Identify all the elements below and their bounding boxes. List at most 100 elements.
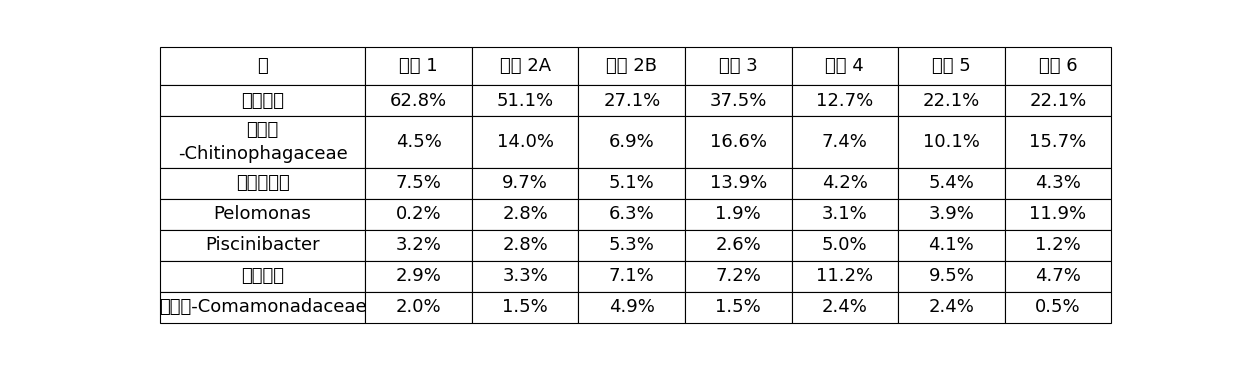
- Text: 阶段 3: 阶段 3: [719, 57, 758, 75]
- Text: 7.5%: 7.5%: [396, 174, 441, 193]
- Text: Pelomonas: Pelomonas: [213, 205, 311, 223]
- Text: 属: 属: [257, 57, 268, 75]
- Bar: [472, 230, 579, 261]
- Text: 22.1%: 22.1%: [923, 92, 980, 110]
- Text: 5.3%: 5.3%: [609, 236, 655, 254]
- Bar: [579, 292, 684, 323]
- Bar: [160, 230, 366, 261]
- Bar: [791, 261, 898, 292]
- Bar: [1004, 85, 1111, 116]
- Bar: [160, 85, 366, 116]
- Text: 5.4%: 5.4%: [929, 174, 975, 193]
- Text: 62.8%: 62.8%: [391, 92, 448, 110]
- Bar: [160, 292, 366, 323]
- Text: 3.1%: 3.1%: [822, 205, 868, 223]
- Text: 3.3%: 3.3%: [502, 268, 548, 285]
- Bar: [898, 261, 1004, 292]
- Bar: [684, 168, 791, 199]
- Text: 未分类-Comamonadaceae: 未分类-Comamonadaceae: [159, 298, 366, 317]
- Bar: [898, 199, 1004, 230]
- Text: 阶段 1: 阶段 1: [399, 57, 438, 75]
- Text: 27.1%: 27.1%: [603, 92, 661, 110]
- Bar: [791, 292, 898, 323]
- Text: 1.9%: 1.9%: [715, 205, 761, 223]
- Bar: [366, 230, 472, 261]
- Bar: [366, 47, 472, 85]
- Bar: [684, 116, 791, 168]
- Bar: [160, 261, 366, 292]
- Text: 13.9%: 13.9%: [709, 174, 766, 193]
- Bar: [791, 168, 898, 199]
- Text: 阶段 4: 阶段 4: [826, 57, 864, 75]
- Text: 10.1%: 10.1%: [923, 133, 980, 151]
- Text: 1.5%: 1.5%: [715, 298, 761, 317]
- Text: 0.2%: 0.2%: [396, 205, 441, 223]
- Text: 阶段 2A: 阶段 2A: [500, 57, 551, 75]
- Bar: [1004, 168, 1111, 199]
- Text: 9.5%: 9.5%: [929, 268, 975, 285]
- Text: 阶段 5: 阶段 5: [932, 57, 971, 75]
- Text: 未分类
-Chitinophagaceae: 未分类 -Chitinophagaceae: [177, 121, 347, 163]
- Bar: [898, 116, 1004, 168]
- Bar: [898, 292, 1004, 323]
- Bar: [791, 116, 898, 168]
- Text: 4.9%: 4.9%: [609, 298, 655, 317]
- Text: 4.5%: 4.5%: [396, 133, 441, 151]
- Text: 5.0%: 5.0%: [822, 236, 868, 254]
- Text: 6.3%: 6.3%: [609, 205, 655, 223]
- Bar: [898, 85, 1004, 116]
- Text: 4.3%: 4.3%: [1035, 174, 1081, 193]
- Text: 4.2%: 4.2%: [822, 174, 868, 193]
- Text: 2.9%: 2.9%: [396, 268, 441, 285]
- Bar: [684, 85, 791, 116]
- Text: 1.2%: 1.2%: [1035, 236, 1081, 254]
- Text: 12.7%: 12.7%: [816, 92, 873, 110]
- Text: 4.7%: 4.7%: [1035, 268, 1081, 285]
- Text: 嗜甲基菌: 嗜甲基菌: [241, 268, 284, 285]
- Text: 2.4%: 2.4%: [929, 298, 975, 317]
- Bar: [366, 261, 472, 292]
- Bar: [579, 116, 684, 168]
- Bar: [160, 47, 366, 85]
- Bar: [898, 168, 1004, 199]
- Bar: [1004, 292, 1111, 323]
- Bar: [579, 261, 684, 292]
- Text: 4.1%: 4.1%: [929, 236, 975, 254]
- Text: Piscinibacter: Piscinibacter: [206, 236, 320, 254]
- Bar: [366, 168, 472, 199]
- Text: 阶段 2B: 阶段 2B: [606, 57, 657, 75]
- Bar: [472, 85, 579, 116]
- Text: 9.7%: 9.7%: [502, 174, 548, 193]
- Bar: [791, 85, 898, 116]
- Bar: [472, 199, 579, 230]
- Bar: [684, 261, 791, 292]
- Text: 3.9%: 3.9%: [929, 205, 975, 223]
- Text: 6.9%: 6.9%: [609, 133, 655, 151]
- Text: 11.2%: 11.2%: [816, 268, 873, 285]
- Text: 7.1%: 7.1%: [609, 268, 655, 285]
- Text: 1.5%: 1.5%: [502, 298, 548, 317]
- Text: 2.6%: 2.6%: [715, 236, 761, 254]
- Bar: [579, 47, 684, 85]
- Bar: [366, 116, 472, 168]
- Bar: [791, 47, 898, 85]
- Bar: [1004, 47, 1111, 85]
- Bar: [684, 199, 791, 230]
- Bar: [898, 47, 1004, 85]
- Text: 22.1%: 22.1%: [1029, 92, 1086, 110]
- Bar: [472, 116, 579, 168]
- Text: 11.9%: 11.9%: [1029, 205, 1086, 223]
- Bar: [160, 168, 366, 199]
- Text: 3.2%: 3.2%: [396, 236, 441, 254]
- Text: 甲基弯曲菌: 甲基弯曲菌: [236, 174, 289, 193]
- Text: 14.0%: 14.0%: [497, 133, 554, 151]
- Text: 2.8%: 2.8%: [502, 205, 548, 223]
- Bar: [472, 292, 579, 323]
- Text: 16.6%: 16.6%: [709, 133, 766, 151]
- Text: 7.4%: 7.4%: [822, 133, 868, 151]
- Bar: [366, 85, 472, 116]
- Text: 0.5%: 0.5%: [1035, 298, 1081, 317]
- Bar: [366, 199, 472, 230]
- Bar: [791, 199, 898, 230]
- Bar: [684, 292, 791, 323]
